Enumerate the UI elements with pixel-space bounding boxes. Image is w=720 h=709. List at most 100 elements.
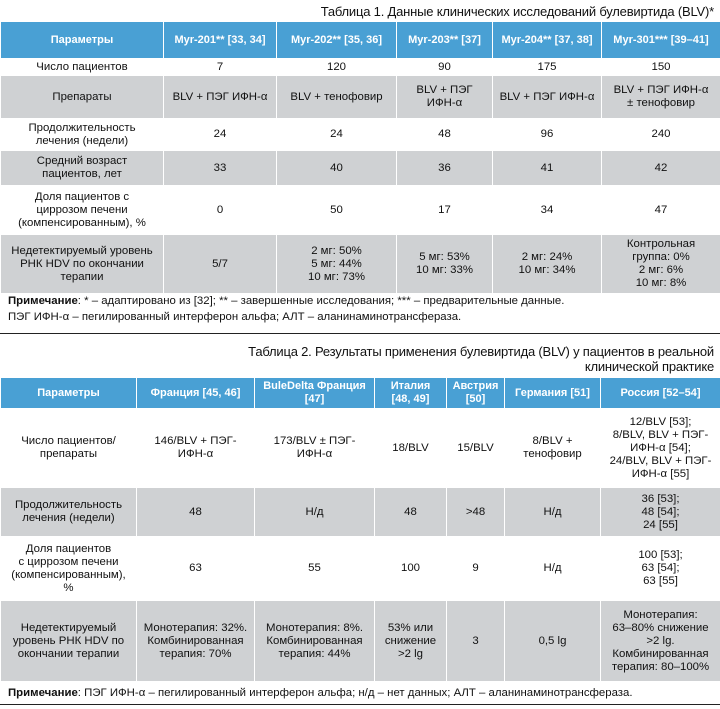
table2-header: Параметры [0,378,137,408]
note-label: Примечание [8,687,78,699]
table2-header: Франция [45, 46] [136,378,255,408]
table-cell: 2 мг: 24% 10 мг: 34% [492,235,602,293]
table-cell: 0,5 lg [504,601,601,681]
table2-header-row: Параметры Франция [45, 46] BuleDelta Фра… [0,378,720,408]
table-cell: 100 [53]; 63 [54]; 63 [55] [600,536,720,601]
table1-caption: Таблица 1. Данные клинических исследован… [320,4,714,19]
note-text: : * – адаптировано из [32]; ** – заверше… [77,295,565,307]
table-cell: 150 [601,58,720,76]
table-cell: 240 [601,118,720,151]
table-cell: 40 [276,151,397,185]
table-cell: BLV + ПЭГ ИФН-α [396,76,493,118]
section-divider [0,333,720,334]
table-cell: 42 [601,151,720,185]
table-cell: Н/д [504,488,601,536]
table-cell: 50 [276,185,397,235]
table-cell: Средний возраст пациентов, лет [0,151,164,185]
table-cell: 34 [492,185,602,235]
table-cell: 100 [374,536,447,601]
table-row: Средний возраст пациентов, лет 33 40 36 4… [0,151,720,185]
note-text: : ПЭГ ИФН-α – пегилированный интерферон … [77,687,633,699]
table-cell: Доля пациентов с циррозом печени (компенси… [0,536,137,601]
table1-header: Myr-202** [35, 36] [276,22,397,58]
table-cell: Н/д [504,536,601,601]
table-cell: 7 [163,58,277,76]
table-cell: 53% или снижение >2 lg [374,601,447,681]
table-cell: Препараты [0,76,164,118]
table-row: Доля пациентов с циррозом печени (компенси… [0,185,720,235]
table-cell: Продолжительность лечения (недели) [0,118,164,151]
table-cell: 41 [492,151,602,185]
table-cell: 33 [163,151,277,185]
table-cell: 48 [374,488,447,536]
table-row: Число пациентов/препараты 146/BLV + ПЭГ-… [0,408,720,488]
note-label: Примечание [8,295,78,307]
table-cell: 55 [254,536,375,601]
table-cell: 48 [136,488,255,536]
table-cell: Доля пациентов с циррозом печени (компенси… [0,185,164,235]
table2: Параметры Франция [45, 46] BuleDelta Фра… [0,378,720,681]
table-cell: 5/7 [163,235,277,293]
table1-header: Параметры [0,22,164,58]
table-cell: 24 [163,118,277,151]
table-row: Недетектируемый уровень РНК HDV по оконча… [0,235,720,293]
table-cell: Монотерапия: 32%. Комбинированная терапия:… [136,601,255,681]
table1-header: Myr-204** [37, 38] [492,22,602,58]
table1-note: Примечание: * – адаптировано из [32]; **… [8,293,564,325]
table-row: Продолжительность лечения (недели) 48 Н/д… [0,488,720,536]
table-cell: 36 [396,151,493,185]
table-cell: 90 [396,58,493,76]
table-cell: 12/BLV [53]; 8/BLV, BLV + ПЭГ- ИФН-α [54];… [600,408,720,488]
table-cell: 5 мг: 53% 10 мг: 33% [396,235,493,293]
table1-header: Myr-301*** [39–41] [601,22,720,58]
table1: Параметры Myr-201** [33, 34] Myr-202** [… [0,22,720,293]
table-cell: 146/BLV + ПЭГ- ИФН-α [136,408,255,488]
table-cell: Контрольная группа: 0% 2 мг: 6% 10 мг: 8% [601,235,720,293]
table-cell: Н/д [254,488,375,536]
table-cell: 3 [446,601,505,681]
table1-header: Myr-203** [37] [396,22,493,58]
table2-header: Италия [48, 49] [374,378,447,408]
table-cell: BLV + тенофовир [276,76,397,118]
table-cell: 17 [396,185,493,235]
table-cell: 15/BLV [446,408,505,488]
section-divider-bottom [0,704,720,705]
table-row: Продолжительность лечения (недели) 24 24 … [0,118,720,151]
table2-header: Австрия [50] [446,378,505,408]
table-cell: 18/BLV [374,408,447,488]
table-cell: 48 [396,118,493,151]
table-cell: 173/BLV ± ПЭГ- ИФН-α [254,408,375,488]
table-cell: 63 [136,536,255,601]
table1-header: Myr-201** [33, 34] [163,22,277,58]
table-cell: Монотерапия: 8%. Комбинированная терапия: … [254,601,375,681]
table-row: Число пациентов 7 120 90 175 150 [0,58,720,76]
table-cell: Число пациентов/препараты [0,408,137,488]
table-cell: Недетектируемый уровень РНК HDV по оконча… [0,235,164,293]
table-cell: 0 [163,185,277,235]
table-cell: 96 [492,118,602,151]
table-cell: Монотерапия: 63–80% снижение >2 lg. Комбини… [600,601,720,681]
table-cell: 8/BLV + тенофовир [504,408,601,488]
table-cell: BLV + ПЭГ ИФН-α [163,76,277,118]
table-cell: 36 [53]; 48 [54]; 24 [55] [600,488,720,536]
table-cell: 24 [276,118,397,151]
table-cell: 120 [276,58,397,76]
table-cell: 9 [446,536,505,601]
table2-header: Россия [52–54] [600,378,720,408]
note-text-line2: ПЭГ ИФН-α – пегилированный интерферон ал… [8,311,462,323]
table-cell: >48 [446,488,505,536]
table-cell: BLV + ПЭГ ИФН-α [492,76,602,118]
table-cell: 2 мг: 50% 5 мг: 44% 10 мг: 73% [276,235,397,293]
table-cell: 175 [492,58,602,76]
table-row: Доля пациентов с циррозом печени (компенси… [0,536,720,601]
table2-note: Примечание: ПЭГ ИФН-α – пегилированный и… [8,685,633,701]
table-row: Недетектируемый уровень РНК HDV по окончан… [0,601,720,681]
table-cell: Недетектируемый уровень РНК HDV по окончан… [0,601,137,681]
table-cell: Продолжительность лечения (недели) [0,488,137,536]
table-row: Препараты BLV + ПЭГ ИФН-α BLV + тенофови… [0,76,720,118]
table-cell: 47 [601,185,720,235]
table1-header-row: Параметры Myr-201** [33, 34] Myr-202** [… [0,22,720,58]
table2-header: Германия [51] [504,378,601,408]
table-cell: Число пациентов [0,58,164,76]
table-cell: BLV + ПЭГ ИФН-α ± тенофовир [601,76,720,118]
